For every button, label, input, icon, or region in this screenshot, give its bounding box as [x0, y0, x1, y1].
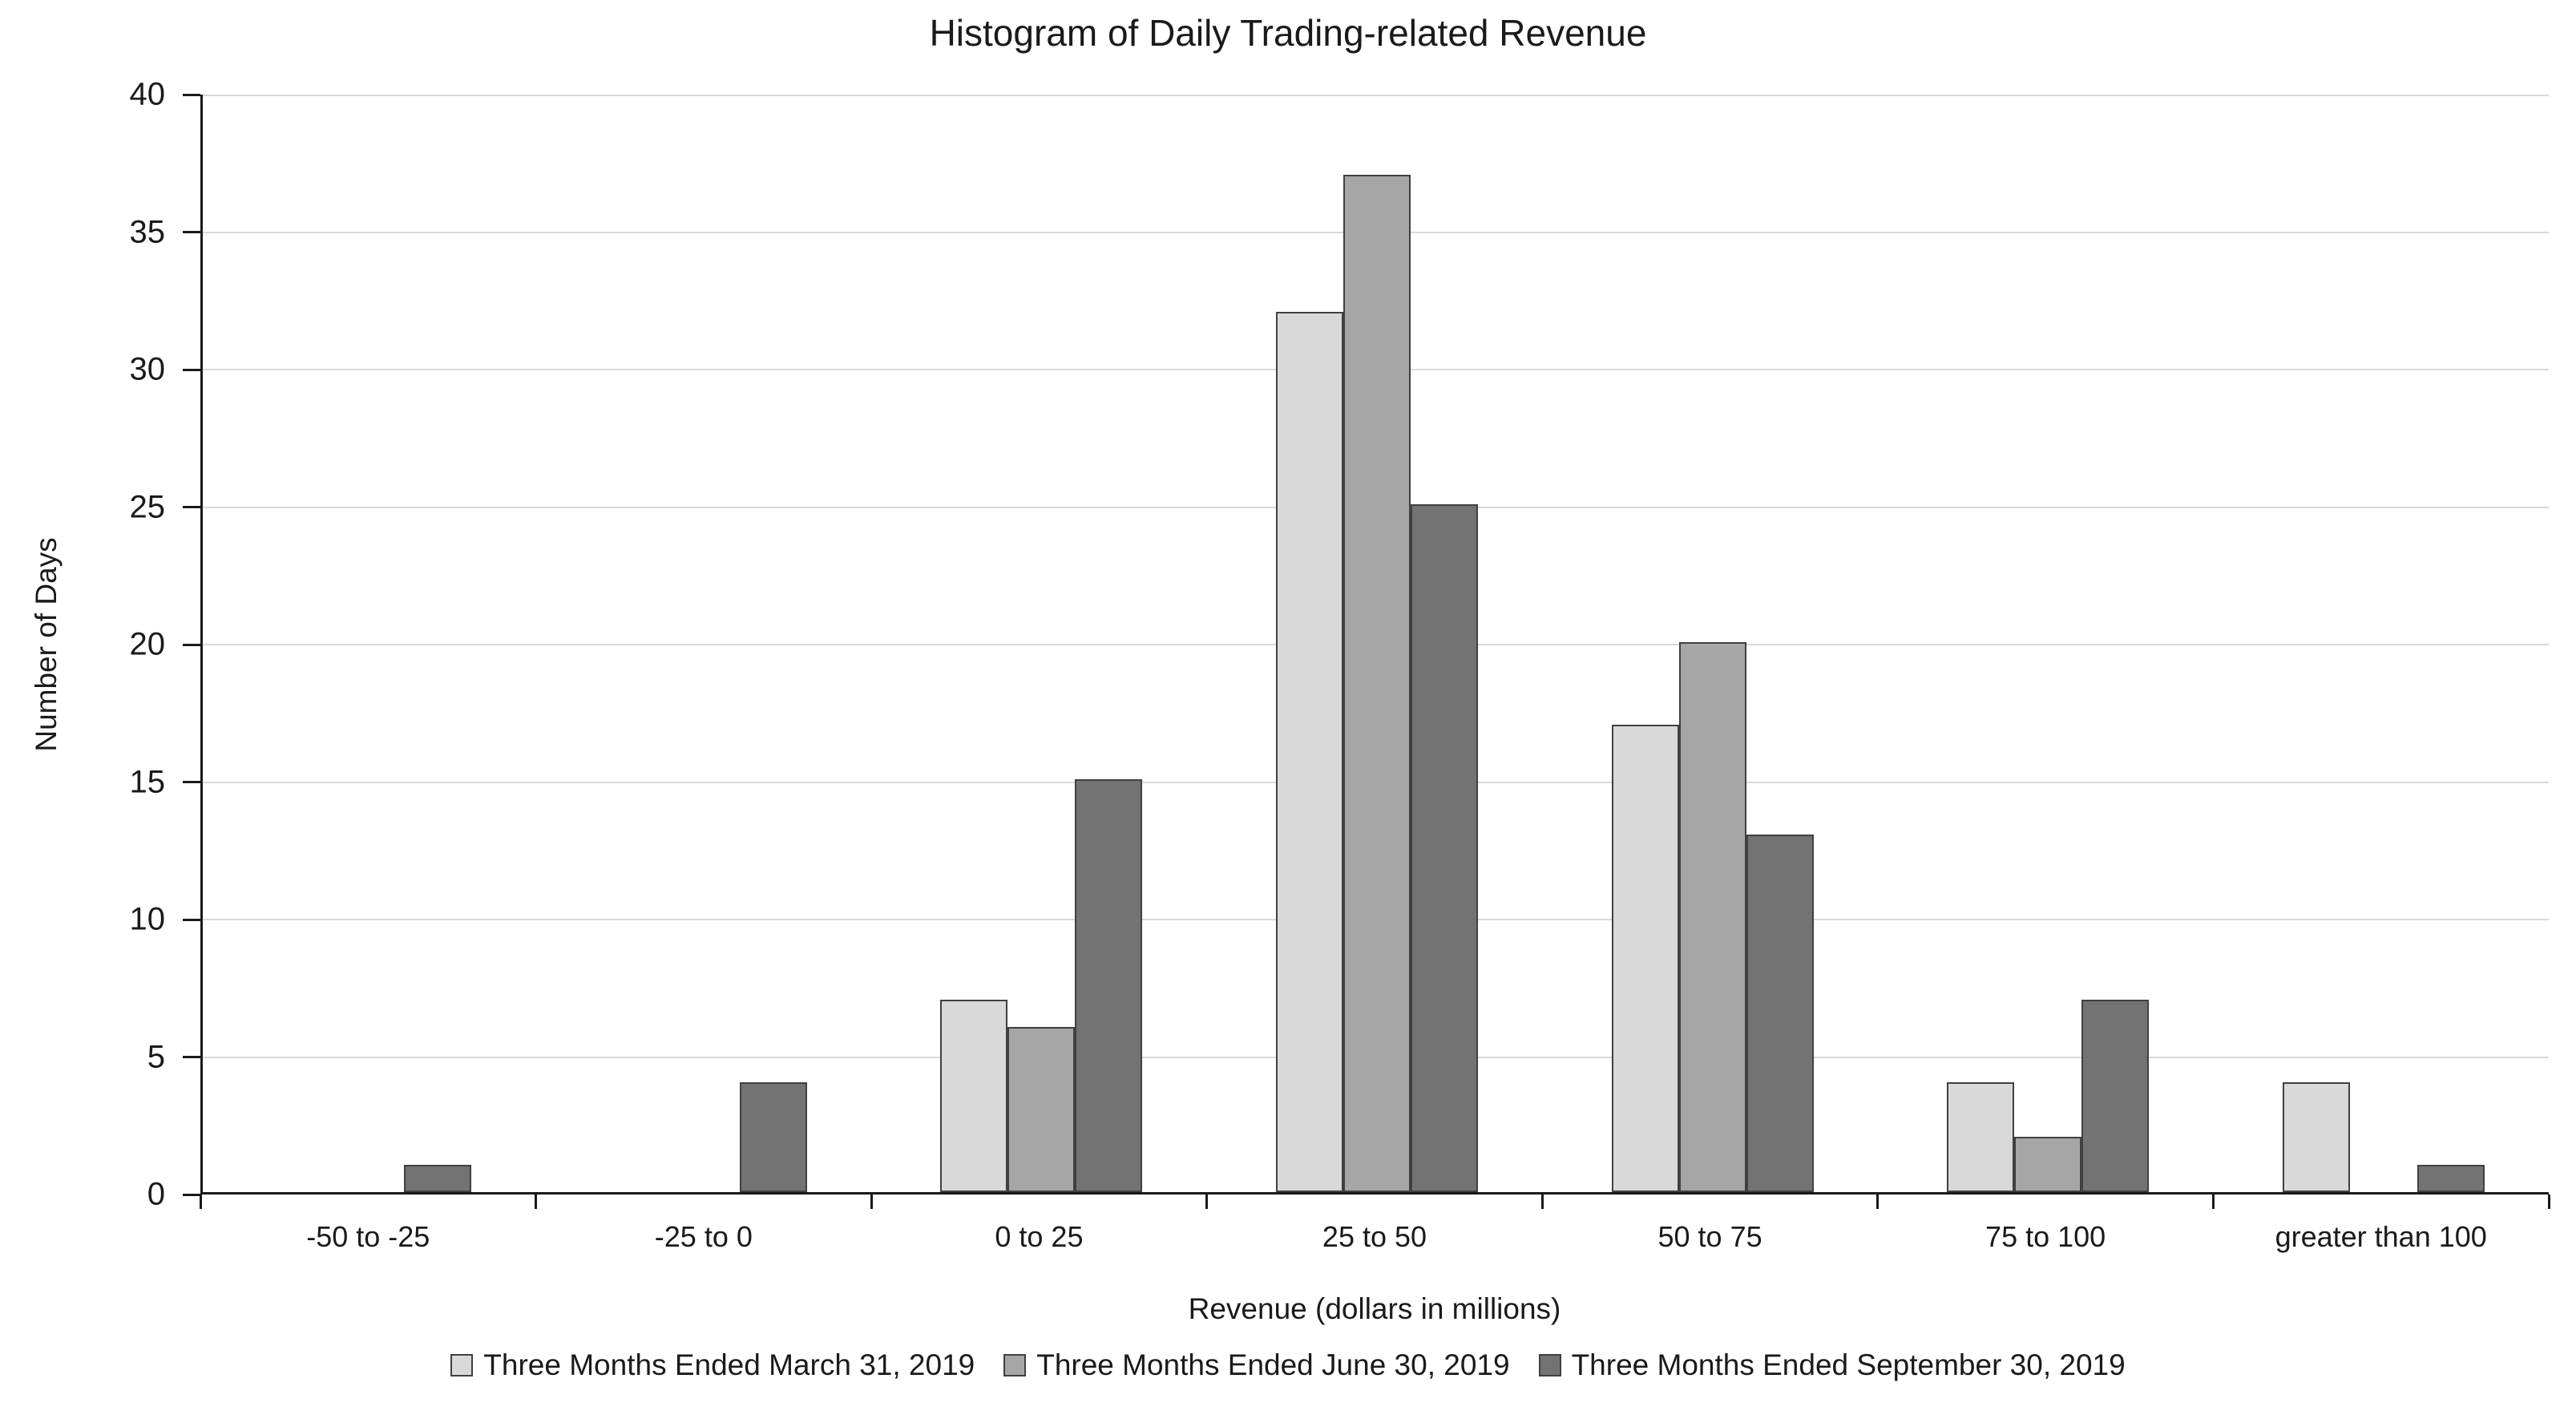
x-tick-mark [1205, 1195, 1209, 1209]
bar [2014, 1137, 2082, 1192]
legend-label: Three Months Ended September 30, 2019 [1571, 1348, 2126, 1381]
plot-area [200, 95, 2549, 1195]
y-tick-mark [183, 93, 200, 96]
x-tick-mark [2211, 1195, 2215, 1209]
legend-marker [450, 1354, 474, 1376]
bar [1611, 725, 1679, 1192]
y-tick-mark [183, 368, 200, 371]
y-tick-mark [183, 231, 200, 233]
bar [2282, 1082, 2350, 1192]
x-category-label: greater than 100 [2275, 1220, 2487, 1253]
y-tick-mark [183, 781, 200, 783]
chart-title: Histogram of Daily Trading-related Reven… [929, 12, 1647, 54]
bar [1947, 1082, 2015, 1192]
x-axis-tick-marks [199, 1195, 2551, 1212]
bar [2081, 1000, 2150, 1192]
bar [1678, 642, 1746, 1192]
x-category-label: 75 to 100 [1985, 1220, 2106, 1253]
y-tick-label: 10 [129, 901, 166, 937]
x-category-label: 0 to 25 [995, 1220, 1084, 1253]
x-category-label: 25 to 50 [1322, 1220, 1427, 1253]
legend-marker [1003, 1354, 1027, 1376]
legend-marker [1538, 1354, 1561, 1376]
x-axis-title: Revenue (dollars in millions) [1188, 1292, 1561, 1325]
x-tick-mark [870, 1195, 873, 1209]
bar [1075, 779, 1143, 1192]
x-tick-mark [535, 1195, 538, 1209]
y-tick-mark [183, 1056, 200, 1058]
y-tick-label: 35 [129, 214, 166, 249]
bar [1007, 1027, 1076, 1192]
x-tick-mark [1876, 1195, 1880, 1209]
y-tick-mark [183, 1193, 200, 1196]
y-tick-mark [183, 506, 200, 508]
x-tick-mark [2547, 1195, 2550, 1209]
x-category-label: -50 to -25 [306, 1220, 430, 1253]
y-tick-mark [183, 643, 200, 646]
y-tick-label: 40 [129, 76, 166, 112]
y-tick-label: 25 [129, 489, 166, 524]
y-tick-label: 20 [129, 626, 166, 662]
y-tick-label: 30 [129, 351, 166, 387]
y-tick-label: 0 [147, 1176, 165, 1212]
bar [1746, 835, 1814, 1192]
bar [739, 1082, 807, 1192]
legend-label: Three Months Ended June 30, 2019 [1036, 1348, 1510, 1381]
bar [404, 1165, 472, 1192]
bar [2417, 1165, 2485, 1192]
bar [940, 1000, 1008, 1192]
legend-label: Three Months Ended March 31, 2019 [483, 1348, 975, 1381]
legend-item: Three Months Ended June 30, 2019 [1003, 1348, 1510, 1382]
y-tick-label: 5 [147, 1039, 165, 1074]
x-category-label: 50 to 75 [1657, 1220, 1762, 1253]
y-tick-mark [183, 918, 200, 921]
bar [1343, 175, 1411, 1192]
bar [1411, 504, 1478, 1192]
legend-item: Three Months Ended March 31, 2019 [450, 1348, 975, 1382]
y-tick-label: 15 [129, 764, 166, 799]
gridline [203, 95, 2549, 96]
x-axis-category-labels: -50 to -25 -25 to 0 0 to 25 25 to 50 50 to 7… [200, 1220, 2549, 1262]
legend: Three Months Ended March 31, 2019 Three M… [0, 1348, 2576, 1382]
x-tick-mark [199, 1195, 202, 1209]
bar [1276, 312, 1343, 1192]
y-axis-tick-labels: 0 5 10 15 20 25 30 35 40 [0, 77, 178, 1212]
legend-item: Three Months Ended September 30, 2019 [1538, 1348, 2126, 1382]
x-tick-mark [1540, 1195, 1544, 1209]
y-axis-tick-marks [183, 93, 200, 1197]
x-category-label: -25 to 0 [654, 1220, 753, 1253]
